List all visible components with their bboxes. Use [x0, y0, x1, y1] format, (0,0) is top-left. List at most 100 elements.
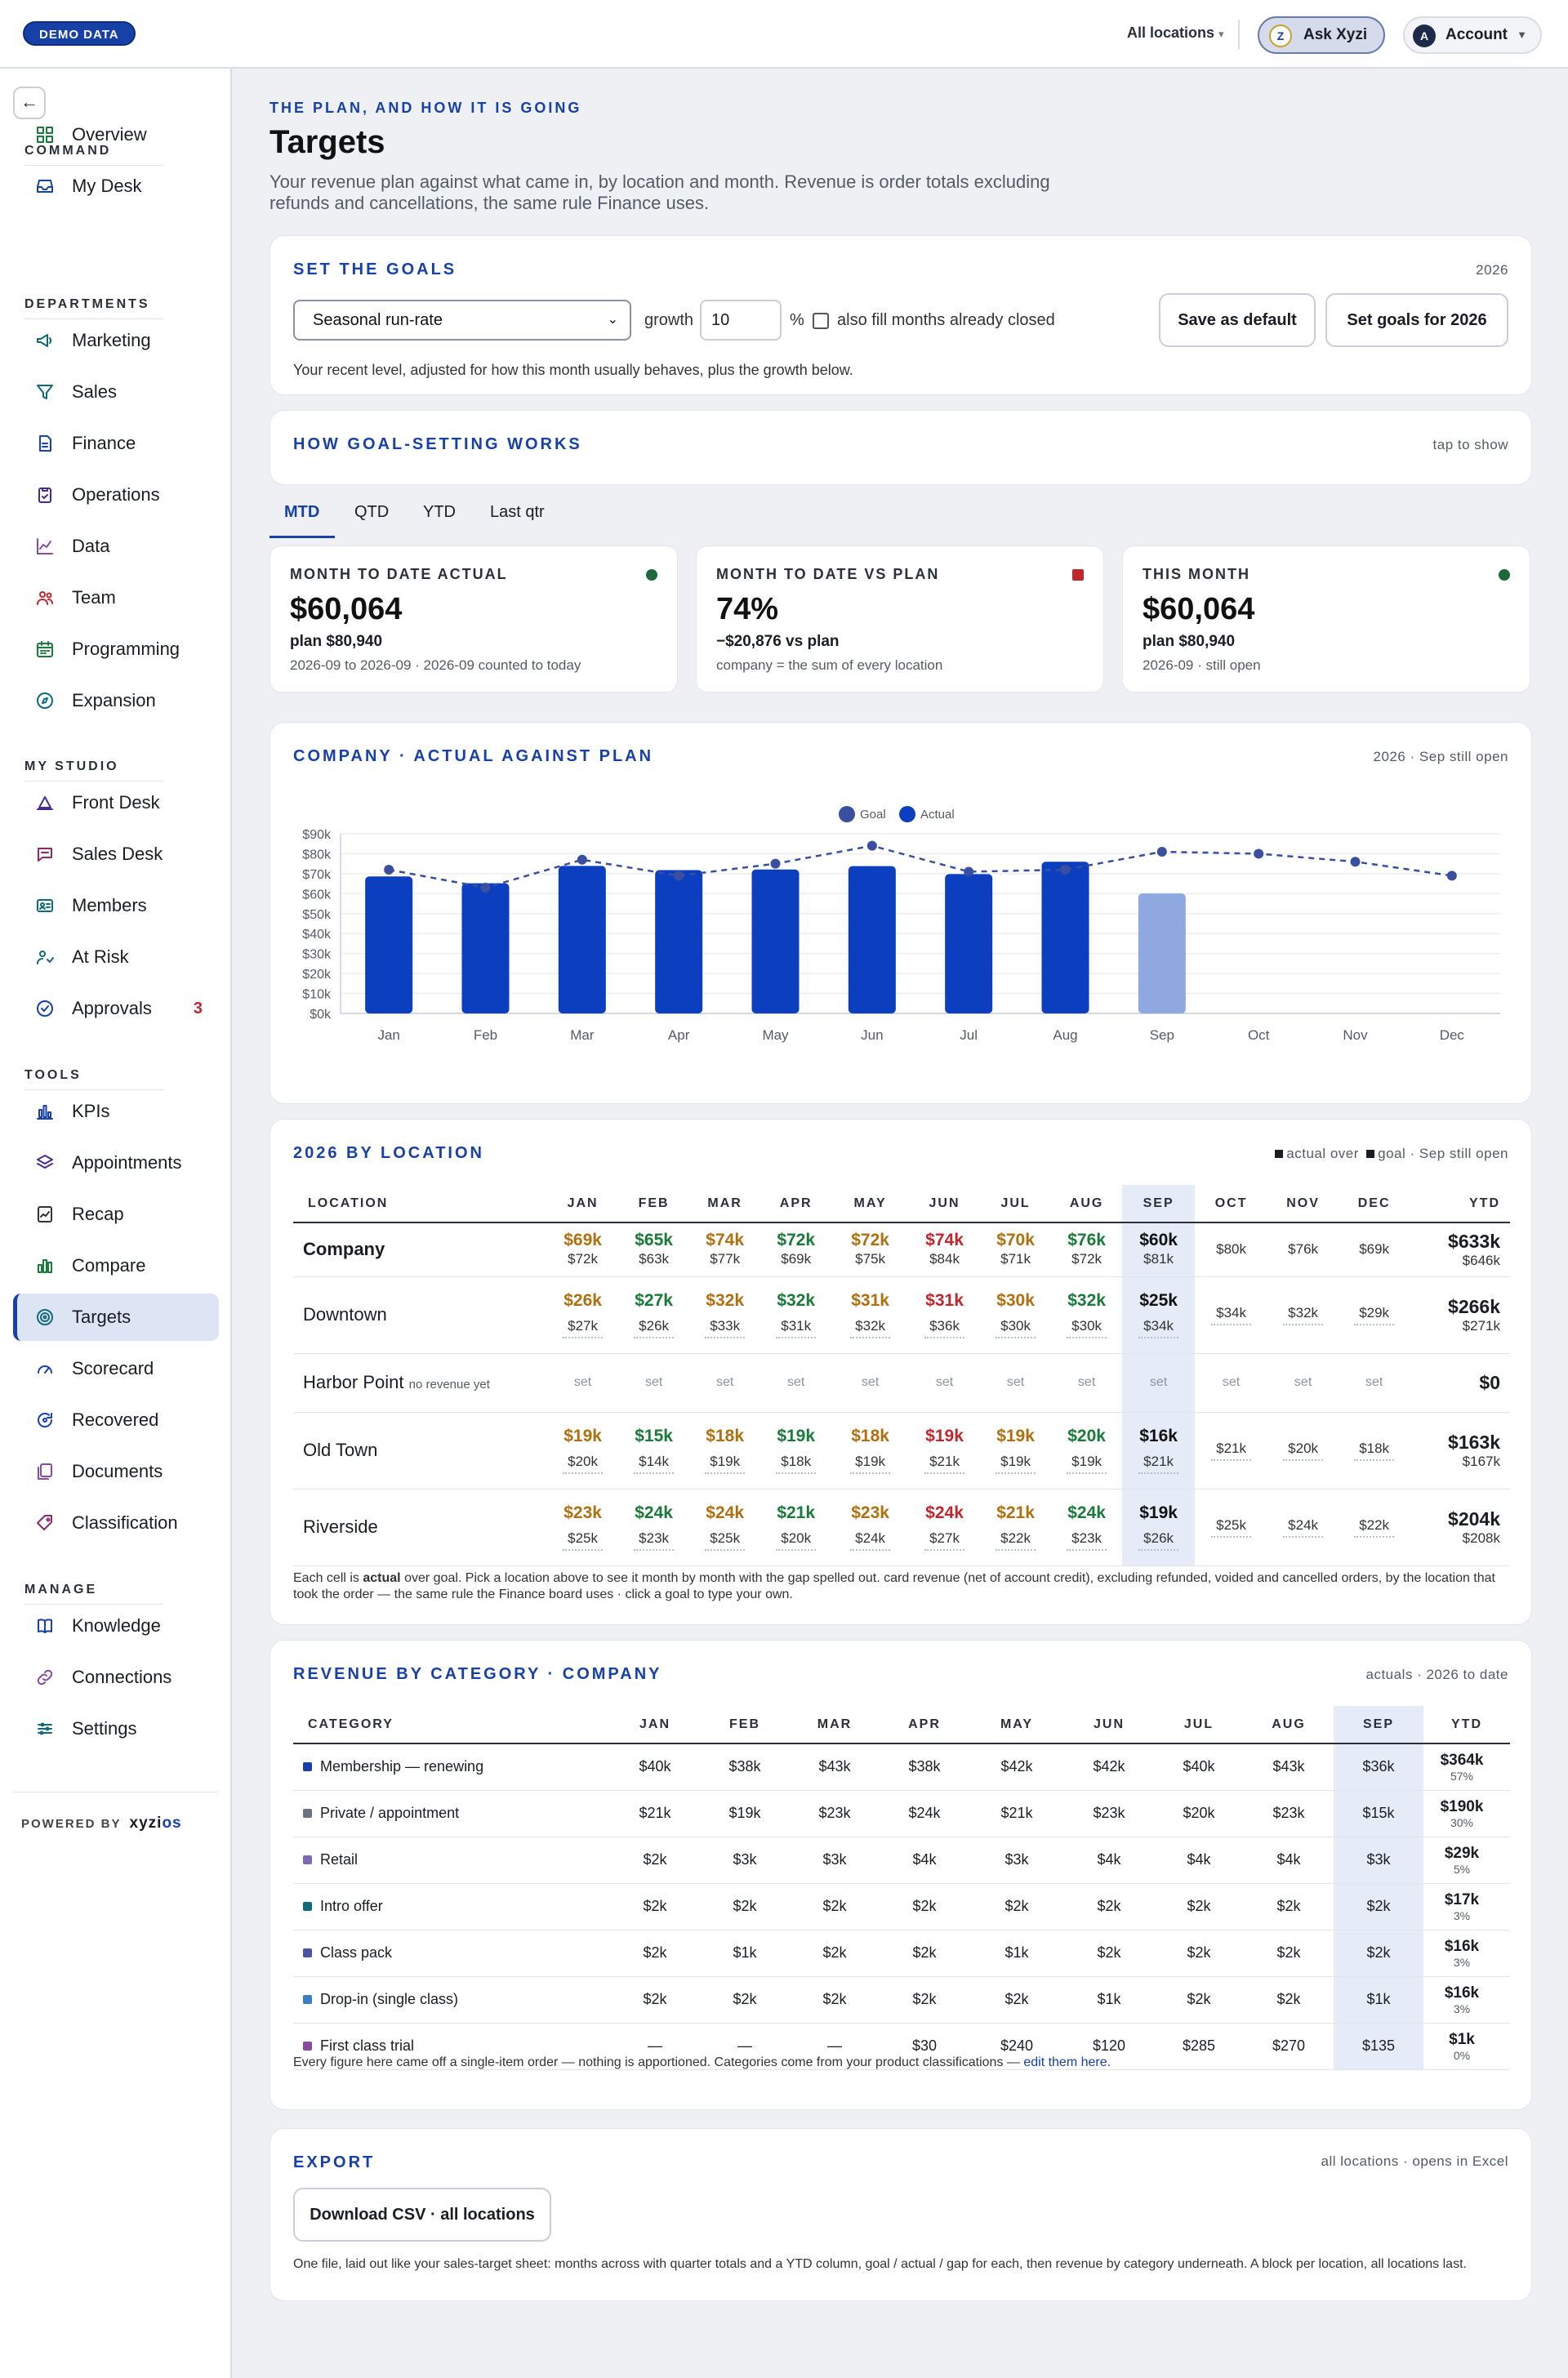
actual-goal-cell[interactable]: $24k $23k	[618, 1489, 690, 1566]
goal-value[interactable]: $31k	[776, 1318, 817, 1338]
fill-closed-months-checkbox[interactable]	[813, 313, 829, 329]
goal-value[interactable]: $72k	[568, 1251, 599, 1267]
goal-set-cell[interactable]: set	[909, 1353, 981, 1413]
sidebar-item-expansion[interactable]: Expansion	[13, 677, 219, 724]
set-goals-button[interactable]: Set goals for 2026	[1325, 293, 1508, 347]
actual-goal-cell[interactable]: $72k $75k	[831, 1222, 910, 1277]
goal-value[interactable]: $30k	[996, 1318, 1036, 1338]
set-goal-link[interactable]: set	[715, 1375, 734, 1389]
goal-value[interactable]: $77k	[710, 1251, 741, 1267]
tab-mtd[interactable]: MTD	[284, 503, 320, 521]
actual-goal-cell[interactable]: $70k $71k	[980, 1222, 1052, 1277]
goal-set-cell[interactable]: set	[618, 1353, 690, 1413]
goal-value[interactable]: $63k	[639, 1251, 670, 1267]
sidebar-item-finance[interactable]: Finance	[13, 420, 219, 467]
sidebar-item-classification[interactable]: Classification	[13, 1499, 219, 1547]
goal-set-cell[interactable]: set	[831, 1353, 910, 1413]
sidebar-item-front-desk[interactable]: Front Desk	[13, 779, 219, 826]
goal-value[interactable]: $81k	[1143, 1251, 1174, 1267]
actual-goal-cell[interactable]: $18k $19k	[831, 1412, 910, 1490]
sidebar-item-data[interactable]: Data	[13, 523, 219, 570]
goal-value[interactable]: $33k	[705, 1318, 746, 1338]
set-goal-link[interactable]: set	[1365, 1375, 1383, 1389]
goal-value[interactable]: $24k	[850, 1530, 891, 1551]
actual-goal-cell[interactable]: $30k $30k	[980, 1276, 1052, 1354]
goal-cell[interactable]: $21k	[1195, 1412, 1268, 1490]
goal-value[interactable]: $24k	[1283, 1517, 1324, 1538]
sidebar-item-at-risk[interactable]: At Risk	[13, 933, 219, 981]
goal-value[interactable]: $18k	[1354, 1441, 1395, 1461]
goal-value[interactable]: $84k	[929, 1251, 960, 1267]
table-row[interactable]: Riverside $23k $25k $24k $23k $24k $25k $21k $20…	[293, 1489, 1510, 1566]
goal-value[interactable]: $75k	[855, 1251, 886, 1267]
table-row[interactable]: Company $69k $72k $65k $63k $74k $77k $72k $69k $…	[293, 1222, 1510, 1277]
sidebar-item-kpis[interactable]: KPIs	[13, 1088, 219, 1135]
goal-value[interactable]: $34k	[1211, 1305, 1252, 1325]
sidebar-item-sales-desk[interactable]: Sales Desk	[13, 831, 219, 878]
goal-value[interactable]: $19k	[705, 1454, 746, 1474]
goal-value[interactable]: $22k	[996, 1530, 1036, 1551]
actual-goal-cell[interactable]: $31k $36k	[909, 1276, 981, 1354]
set-goal-link[interactable]: set	[573, 1375, 592, 1389]
goal-cell[interactable]: $25k	[1195, 1489, 1268, 1566]
sidebar-item-compare[interactable]: Compare	[13, 1242, 219, 1289]
sidebar-item-recovered[interactable]: Recovered	[13, 1396, 219, 1444]
goal-value[interactable]: $21k	[1138, 1454, 1179, 1474]
goal-value[interactable]: $25k	[1211, 1517, 1252, 1538]
download-csv-button[interactable]: Download CSV · all locations	[293, 2188, 551, 2242]
actual-goal-cell[interactable]: $18k $19k	[689, 1412, 761, 1490]
actual-goal-cell[interactable]: $19k $19k	[980, 1412, 1052, 1490]
goal-value[interactable]: $34k	[1138, 1318, 1179, 1338]
goal-set-cell[interactable]: set	[1195, 1353, 1268, 1413]
sidebar-item-recap[interactable]: Recap	[13, 1191, 219, 1238]
goal-cell[interactable]: $20k	[1267, 1412, 1339, 1490]
sidebar-item-my-desk[interactable]: My Desk	[13, 163, 219, 210]
goal-set-cell[interactable]: set	[1339, 1353, 1410, 1413]
location-selector[interactable]: All locations ▾	[1127, 24, 1224, 42]
goal-value[interactable]: $19k	[996, 1454, 1036, 1474]
actual-goal-cell[interactable]: $21k $20k	[760, 1489, 832, 1566]
goal-value[interactable]: $76k	[1288, 1241, 1319, 1258]
sidebar-item-knowledge[interactable]: Knowledge	[13, 1602, 219, 1650]
actual-goal-cell[interactable]: $24k $23k	[1051, 1489, 1123, 1566]
account-menu-button[interactable]: A Account ▼	[1403, 16, 1542, 54]
goal-value[interactable]: $71k	[1000, 1251, 1031, 1267]
actual-goal-cell[interactable]: $32k $31k	[760, 1276, 832, 1354]
sidebar-item-marketing[interactable]: Marketing	[13, 317, 219, 364]
tab-ytd[interactable]: YTD	[423, 503, 456, 521]
location-name[interactable]: Harbor Point no revenue yet	[293, 1353, 548, 1413]
sidebar-item-approvals[interactable]: Approvals 3	[13, 985, 219, 1032]
actual-goal-cell[interactable]: $19k $21k	[909, 1412, 981, 1490]
set-goal-link[interactable]: set	[861, 1375, 880, 1389]
goal-value[interactable]: $27k	[924, 1530, 964, 1551]
goal-value[interactable]: $69k	[1359, 1241, 1390, 1258]
goal-cell[interactable]: $80k	[1195, 1222, 1268, 1277]
goal-set-cell[interactable]: set	[980, 1353, 1052, 1413]
table-row[interactable]: Downtown $26k $27k $27k $26k $32k $33k $32k $31k…	[293, 1276, 1510, 1354]
goal-set-cell[interactable]: set	[547, 1353, 619, 1413]
goal-cell[interactable]: $76k	[1267, 1222, 1339, 1277]
set-goal-link[interactable]: set	[1149, 1375, 1168, 1389]
sidebar-item-connections[interactable]: Connections	[13, 1654, 219, 1701]
how-goal-setting-card[interactable]: HOW GOAL-SETTING WORKS tap to show	[270, 410, 1532, 485]
goal-value[interactable]: $26k	[634, 1318, 675, 1338]
goal-set-cell[interactable]: set	[1051, 1353, 1123, 1413]
edit-classifications-link[interactable]: edit them here.	[1023, 2055, 1111, 2069]
tap-to-show-toggle[interactable]: tap to show	[1432, 437, 1508, 452]
fill-closed-months-label[interactable]: also fill months already closed	[837, 311, 1055, 329]
set-goal-link[interactable]: set	[935, 1375, 954, 1389]
goal-value[interactable]: $32k	[1283, 1305, 1324, 1325]
sidebar-item-appointments[interactable]: Appointments	[13, 1139, 219, 1187]
set-goal-link[interactable]: set	[1077, 1375, 1096, 1389]
goal-cell[interactable]: $69k	[1339, 1222, 1410, 1277]
actual-goal-cell[interactable]: $32k $33k	[689, 1276, 761, 1354]
goal-set-cell[interactable]: set	[1267, 1353, 1339, 1413]
goal-value[interactable]: $32k	[850, 1318, 891, 1338]
goal-value[interactable]: $29k	[1354, 1305, 1395, 1325]
goal-cell[interactable]: $29k	[1339, 1276, 1410, 1354]
actual-goal-cell[interactable]: $65k $63k	[618, 1222, 690, 1277]
actual-goal-cell[interactable]: $21k $22k	[980, 1489, 1052, 1566]
goal-cell[interactable]: $24k	[1267, 1489, 1339, 1566]
location-name[interactable]: Riverside	[293, 1489, 548, 1566]
actual-goal-cell[interactable]: $16k $21k	[1122, 1412, 1196, 1490]
